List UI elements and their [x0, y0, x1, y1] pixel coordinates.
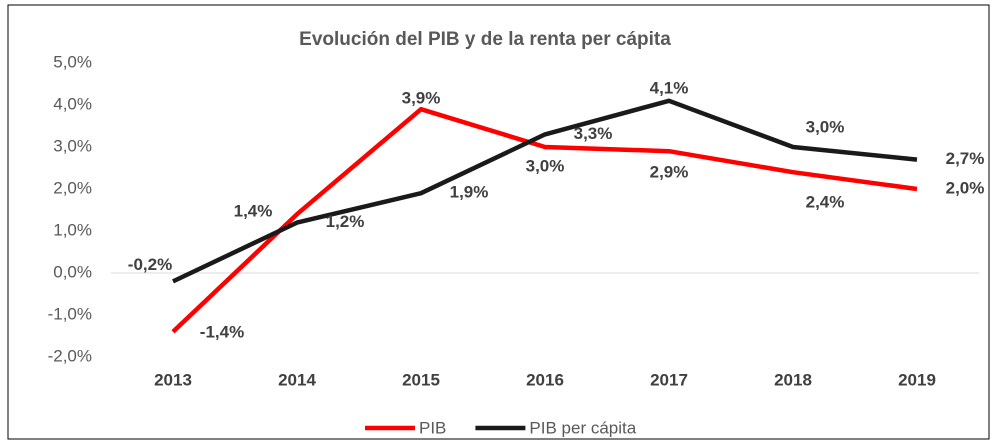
y-tick-label: -1,0% [48, 304, 92, 323]
data-label: 2,9% [650, 163, 689, 182]
x-tick-label: 2016 [526, 370, 564, 389]
y-tick-label: 2,0% [53, 178, 92, 197]
data-label: 2,4% [806, 193, 845, 212]
series-line [171, 106, 918, 334]
x-tick-label: 2014 [278, 370, 316, 389]
series-line [172, 98, 918, 284]
y-tick-label: 0,0% [53, 262, 92, 281]
legend-label: PIB [419, 418, 446, 437]
y-tick-label: -2,0% [48, 346, 92, 365]
data-label: 2,7% [946, 149, 985, 168]
y-tick-label: 5,0% [53, 52, 92, 71]
chart-border [7, 4, 990, 440]
y-tick-label: 3,0% [53, 136, 92, 155]
data-label: 1,2% [326, 212, 365, 231]
data-label: 1,9% [450, 183, 489, 202]
legend-label: PIB per cápita [529, 418, 636, 437]
data-label: -0,2% [128, 255, 172, 274]
y-tick-label: 4,0% [53, 94, 92, 113]
x-tick-label: 2019 [898, 370, 936, 389]
data-label: 1,4% [234, 202, 273, 221]
y-tick-label: 1,0% [53, 220, 92, 239]
data-label: 2,0% [946, 178, 985, 197]
data-label: 3,9% [402, 89, 441, 108]
data-label: 3,0% [806, 117, 845, 136]
chart-title: Evolución del PIB y de la renta per cápi… [299, 29, 671, 50]
data-label: 3,0% [526, 156, 565, 175]
x-tick-label: 2015 [402, 370, 440, 389]
data-label: 4,1% [650, 78, 689, 97]
x-tick-label: 2017 [650, 370, 688, 389]
data-label: 3,3% [574, 124, 613, 143]
x-tick-label: 2013 [154, 370, 192, 389]
data-label: -1,4% [200, 322, 244, 341]
x-tick-label: 2018 [774, 370, 812, 389]
